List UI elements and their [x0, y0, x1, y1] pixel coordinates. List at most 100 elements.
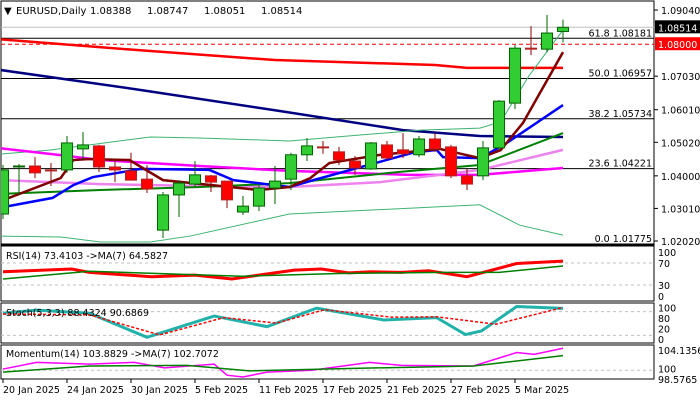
candle [541, 14, 553, 53]
bearish-candle-body [109, 166, 121, 171]
candle [205, 174, 217, 192]
price-tick-label: 1.02020 [661, 237, 700, 248]
price-tick-label: 1.09040 [661, 6, 700, 17]
bullish-candle-body [173, 182, 185, 196]
alert-price-label: 1.08000 [658, 40, 697, 51]
axis-layer: 1.09040 1.07030 1.06010 1.05020 1.04000 1.030… [2, 6, 700, 396]
bullish-candle-body [253, 187, 265, 207]
candle [173, 180, 185, 217]
bullish-candle-body [237, 205, 249, 213]
momentum-ma-line [2, 354, 564, 373]
candle [557, 19, 569, 43]
date-tick-label: 17 Feb 2025 [323, 385, 382, 396]
candle [493, 100, 505, 150]
candle [45, 163, 57, 187]
indicator-plot-layer [1, 259, 654, 378]
bullish-candle-body [269, 180, 281, 189]
rsi-ma-line [2, 265, 564, 280]
ohlc-open: 1.08388 [90, 6, 131, 17]
candle [125, 152, 137, 181]
candle [509, 44, 521, 110]
momentum-tick-label: 104.1356 [658, 346, 700, 357]
fib-label: 61.8 1.08181 [589, 28, 652, 39]
main-panel-frame [0, 0, 655, 246]
rsi-tick-label: 100 [658, 248, 676, 259]
bullish-candle-body [413, 138, 425, 156]
date-tick-label: 27 Feb 2025 [451, 385, 510, 396]
bullish-candle-body [557, 26, 569, 32]
bb-upper-line [1, 29, 564, 155]
momentum-label: Momentum(14) 103.8829 ->MA(7) 102.7072 [6, 349, 219, 360]
rsi-label: RSI(14) 73.4103 ->MA(7) 64.5827 [6, 251, 168, 262]
candle [285, 152, 297, 190]
bullish-candle-body [493, 100, 505, 149]
candle [77, 132, 89, 161]
bb-lower-line [1, 204, 564, 243]
main-plot-layer: 61.8 1.08181 50.0 1.06957 38.2 1.05734 23.6… [1, 14, 654, 245]
date-tick-label: 11 Feb 2025 [259, 385, 318, 396]
candle [253, 185, 265, 212]
current-price-badge [655, 20, 700, 34]
candle [61, 136, 73, 173]
stoch-panel-frame [0, 302, 655, 344]
symbol-timeframe: EURUSD,Daily [16, 6, 87, 17]
bullish-candle-body [541, 32, 553, 50]
momentum-panel-frame [0, 344, 655, 380]
alert-price-badge [655, 37, 700, 51]
bearish-candle-body [381, 144, 393, 159]
current-price-label: 1.08514 [658, 23, 697, 34]
candle [237, 195, 249, 216]
stoch-label: Stoch(5,3,3) 88.4324 90.6869 [6, 308, 149, 319]
bearish-candle-body [397, 149, 409, 155]
candle [93, 144, 105, 172]
bullish-candle-body [301, 145, 313, 156]
rsi-tick-label: 30 [658, 281, 670, 292]
candle [333, 146, 345, 165]
bearish-candle-body [125, 170, 137, 181]
bearish-candle-body [141, 178, 153, 190]
price-tick-label: 1.06010 [661, 106, 700, 117]
bullish-candle-body [509, 47, 521, 104]
stoch-tick-label: 100 [658, 304, 676, 315]
momentum-line [2, 347, 564, 378]
candle [317, 140, 329, 154]
candle [1, 164, 9, 219]
price-tick-label: 1.04000 [661, 172, 700, 183]
bullish-candle-body [285, 154, 297, 180]
fib-label: 50.0 1.06957 [589, 69, 652, 80]
bearish-candle-body [317, 146, 329, 149]
candle [477, 140, 489, 181]
bullish-candle-body [61, 142, 73, 171]
fib-label: 0.0 1.01775 [595, 234, 652, 245]
candle [381, 140, 393, 161]
date-tick-label: 21 Feb 2025 [387, 385, 446, 396]
candle [221, 180, 233, 209]
stoch-tick-label: 0 [658, 335, 664, 346]
rsi-line [2, 259, 564, 281]
candle [157, 191, 169, 239]
stoch-main-line [2, 305, 564, 339]
bullish-candle-body [13, 165, 25, 168]
momentum-tick-label: 98.5765 [658, 375, 697, 386]
stoch-tick-label: 80 [658, 314, 670, 325]
rsi-tick-label: 0 [658, 292, 664, 303]
candle [29, 157, 41, 179]
date-tick-label: 5 Feb 2025 [195, 385, 248, 396]
price-tick-label: 1.03010 [661, 204, 700, 215]
bullish-candle-body [1, 169, 9, 215]
candle [445, 144, 457, 179]
rsi-tick-label: 70 [658, 259, 670, 270]
ohlc-close: 1.08514 [261, 6, 302, 17]
fib-label: 23.6 1.04221 [589, 159, 652, 170]
collapse-arrow-icon[interactable]: ▼ [4, 6, 12, 17]
bearish-candle-body [349, 160, 361, 169]
bearish-candle-body [445, 146, 457, 177]
bullish-candle-body [77, 144, 89, 150]
candle [13, 164, 25, 195]
candle [109, 160, 121, 183]
price-tick-label: 1.07030 [661, 72, 700, 83]
candle [141, 164, 153, 193]
